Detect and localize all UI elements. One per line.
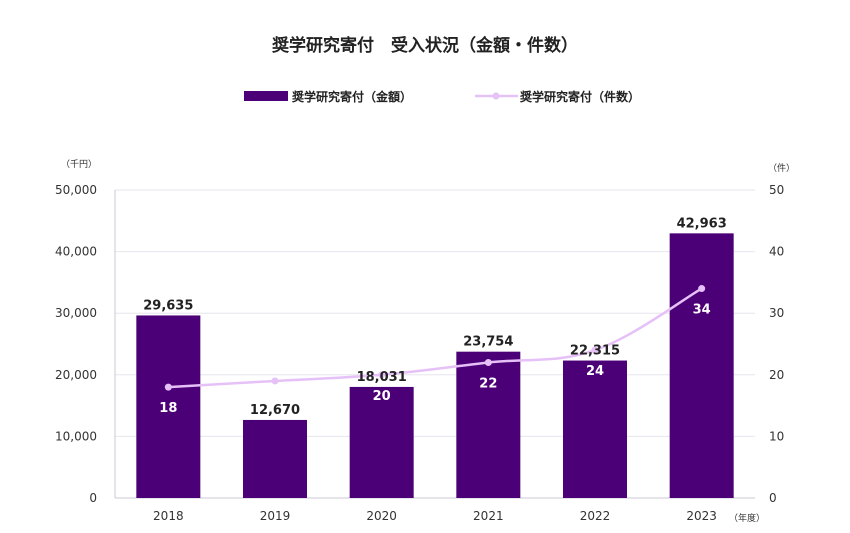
count-value-label: 20: [373, 389, 391, 404]
legend: 奨学研究寄付（金額） 奨学研究寄付（件数）: [244, 89, 640, 104]
right-tick-label: 50: [769, 183, 784, 197]
grid-lines: [115, 189, 755, 437]
bar-value-label: 22,315: [570, 344, 620, 359]
bar: [349, 386, 414, 498]
count-point: [271, 377, 279, 385]
bar: [456, 351, 521, 498]
left-tick-label: 0: [89, 491, 97, 505]
legend-bar-swatch: [244, 91, 288, 101]
count-point: [591, 346, 599, 354]
count-point: [378, 371, 386, 379]
bar: [563, 360, 627, 498]
left-tick-label: 30,000: [55, 306, 97, 320]
bar: [136, 315, 201, 498]
x-tick-label: 2021: [473, 509, 504, 523]
bar-value-label: 12,670: [250, 403, 300, 418]
bar-value-label: 42,963: [677, 216, 727, 231]
chart-title: 奨学研究寄付 受入状況（金額・件数）: [271, 35, 578, 56]
left-tick-label: 50,000: [55, 183, 97, 197]
count-point: [698, 285, 706, 293]
x-tick-label: 2019: [260, 509, 291, 523]
left-axis-unit: （千円）: [61, 159, 97, 170]
x-tick-label: 2018: [153, 509, 184, 523]
count-value-label: 22: [479, 376, 497, 391]
left-tick-label: 20,000: [55, 368, 97, 382]
bar-series: [136, 233, 734, 499]
axes: [114, 190, 755, 499]
x-tick-label: 2020: [366, 509, 397, 523]
x-tick-label: 2023: [686, 509, 717, 523]
x-tick-label: 2022: [580, 509, 611, 523]
left-tick-label: 10,000: [55, 429, 97, 443]
legend-line-label: 奨学研究寄付（件数）: [519, 89, 640, 104]
count-value-label: 24: [586, 364, 604, 379]
legend-line-marker: [492, 92, 500, 100]
bar: [243, 419, 307, 498]
count-value-label: 18: [159, 401, 177, 416]
count-point: [484, 358, 492, 366]
bar-value-label: 29,635: [143, 298, 193, 313]
count-line: [168, 287, 703, 389]
right-tick-label: 10: [769, 429, 784, 443]
line-series: [164, 285, 706, 391]
left-tick-label: 40,000: [55, 245, 97, 259]
right-tick-label: 20: [769, 368, 784, 382]
legend-bar-label: 奨学研究寄付（金額）: [291, 89, 412, 104]
bar-value-label: 23,754: [463, 335, 513, 350]
bar-value-label: 18,031: [357, 370, 407, 385]
data-labels: 29,635 12,670 18,031 23,754 22,315 42,963 18 20…: [143, 216, 727, 418]
x-axis-unit: （年度）: [729, 512, 765, 524]
right-axis-unit: （件）: [768, 162, 795, 174]
tick-labels: 0 10,000 20,000 30,000 40,000 50,000 0 10 20 30 40…: [55, 183, 784, 523]
right-tick-label: 40: [769, 245, 784, 259]
count-point: [164, 383, 172, 391]
right-tick-label: 30: [769, 306, 784, 320]
right-tick-label: 0: [769, 491, 777, 505]
count-value-label: 34: [693, 303, 711, 318]
bar: [669, 233, 734, 499]
